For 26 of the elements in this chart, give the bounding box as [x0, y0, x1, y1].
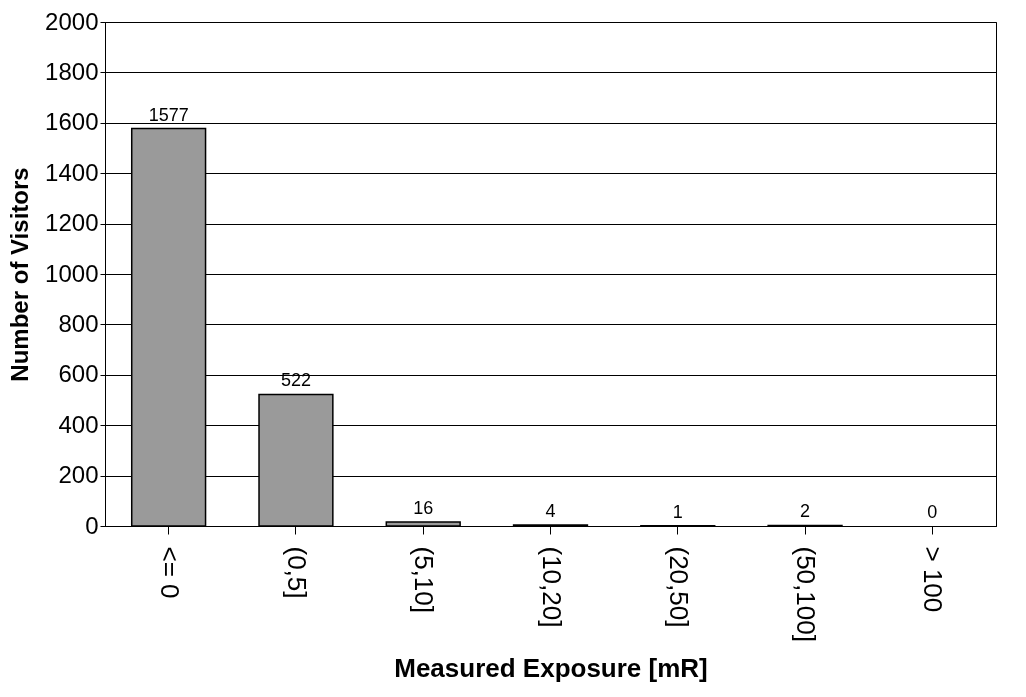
x-tick-label: <= 0	[154, 546, 185, 599]
x-tick-label: (50,100]	[791, 546, 822, 642]
x-tick-label: (0,5]	[281, 546, 312, 599]
y-tick-label: 800	[58, 309, 99, 337]
y-axis-title: Number of Visitors	[6, 167, 34, 382]
data-label: 1577	[148, 104, 189, 125]
x-tick-label: (20,50]	[663, 546, 694, 628]
x-tick-label: (5,10]	[409, 546, 440, 613]
x-tick-label: (10,20]	[536, 546, 567, 628]
data-label: 1	[672, 501, 683, 522]
data-label: 4	[545, 500, 556, 521]
y-tick-label: 1400	[45, 158, 99, 186]
y-tick-label: 400	[58, 410, 99, 438]
y-tick-label: 1000	[45, 259, 99, 287]
data-label: 0	[927, 502, 938, 522]
data-label: 2	[800, 501, 811, 522]
y-tick-label: 1800	[45, 57, 99, 85]
y-tick-label: 1200	[45, 209, 99, 237]
y-tick-label: 600	[58, 360, 99, 388]
y-tick-label: 2000	[45, 7, 99, 35]
y-tick-label: 1600	[45, 108, 99, 136]
x-axis-title: Measured Exposure [mR]	[394, 652, 708, 683]
y-tick-label: 0	[85, 511, 99, 539]
y-tick-label: 200	[58, 461, 99, 489]
data-label: 16	[413, 497, 434, 518]
x-tick-label: > 100	[918, 546, 949, 613]
